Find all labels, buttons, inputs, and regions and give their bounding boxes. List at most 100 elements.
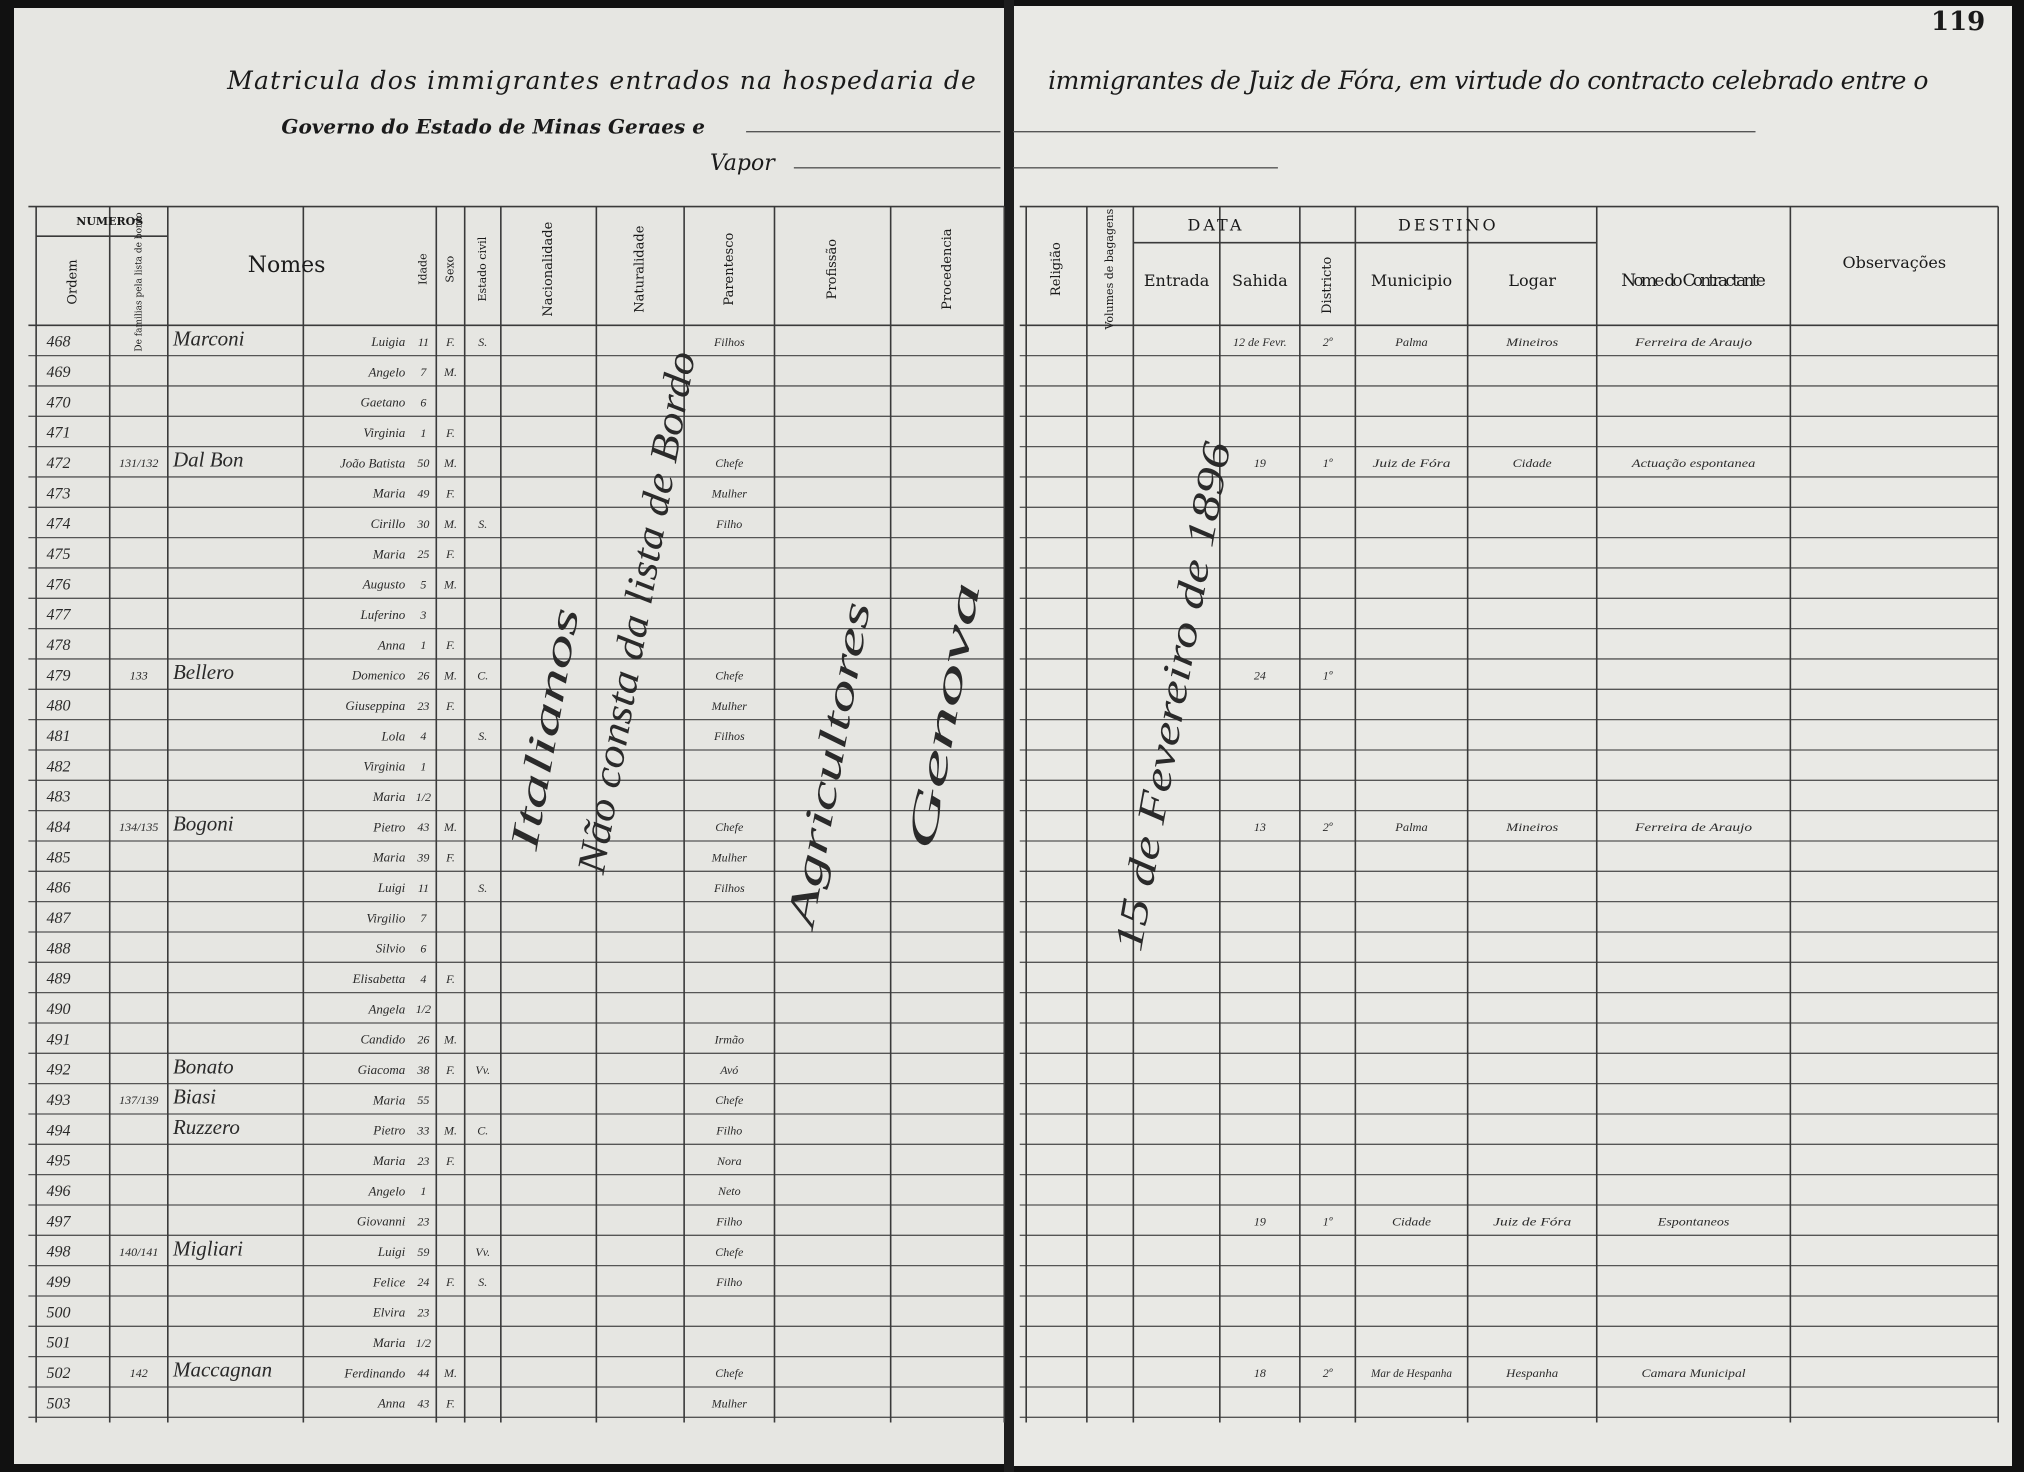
- entry-name: Luigi: [377, 880, 406, 895]
- entry-estado: Vv.: [475, 1245, 490, 1259]
- entry-municipio: Cidade: [1392, 1214, 1432, 1228]
- entry-idade: 11: [418, 335, 429, 349]
- entry-number: 482: [46, 758, 70, 775]
- entry-number: 502: [46, 1365, 70, 1382]
- column-header: Nome do Contractante: [1621, 271, 1766, 291]
- entry-name: Felice: [372, 1274, 406, 1289]
- entry-parentesco: Filhos: [713, 729, 745, 743]
- entry-idade: 6: [420, 395, 426, 409]
- entry-number: 491: [46, 1031, 70, 1048]
- entry-municipio: Juiz de Fóra: [1373, 456, 1451, 470]
- vapor-label: Vapor: [710, 151, 776, 176]
- entry-estado: S.: [478, 881, 487, 895]
- entry-number: 468: [46, 334, 70, 351]
- entry-name: Virginia: [363, 425, 405, 440]
- entry-parentesco: Chefe: [715, 668, 744, 682]
- entry-sexo: F.: [445, 699, 455, 713]
- column-header: Ordem: [65, 259, 80, 304]
- entry-familia: 140/141: [119, 1245, 158, 1259]
- column-header: De familias pela lista de bordo: [134, 212, 144, 351]
- entry-number: 471: [46, 425, 70, 442]
- column-header: Entrada: [1144, 271, 1210, 290]
- entry-municipio: Mar de Hespanha: [1370, 1366, 1452, 1380]
- column-header: Procedencia: [940, 228, 955, 310]
- column-header: Sahida: [1232, 271, 1288, 290]
- entry-number: 476: [46, 576, 70, 593]
- entry-surname: Bogoni: [173, 812, 234, 836]
- entry-parentesco: Mulher: [711, 850, 748, 864]
- right-leaf: [1012, 6, 2012, 1466]
- entry-idade: 43: [417, 820, 429, 834]
- entry-parentesco: Filhos: [713, 881, 745, 895]
- entry-idade: 1: [420, 638, 426, 652]
- entry-number: 473: [46, 485, 70, 502]
- entry-municipio: Palma: [1394, 820, 1428, 834]
- entry-idade: 30: [416, 517, 429, 531]
- page-number: 119: [1931, 7, 1985, 37]
- entry-number: 470: [46, 394, 70, 411]
- column-header: Logar: [1508, 271, 1556, 290]
- entry-name: Elvira: [372, 1305, 406, 1320]
- entry-idade: 5: [420, 577, 426, 591]
- entry-idade: 24: [417, 1275, 429, 1289]
- entry-name: Maria: [372, 1335, 406, 1350]
- entry-name: Maria: [372, 789, 406, 804]
- entry-parentesco: Chefe: [715, 456, 744, 470]
- column-header: Nomes: [248, 253, 326, 278]
- entry-sexo: M.: [443, 456, 457, 470]
- entry-parentesco: Irmão: [714, 1032, 744, 1046]
- column-header: Districto: [1320, 257, 1335, 314]
- column-header: Nacionalidade: [541, 221, 556, 316]
- entry-idade: 39: [416, 850, 429, 864]
- entry-name: Giovanni: [357, 1214, 406, 1229]
- entry-name: Maria: [372, 486, 406, 501]
- entry-familia: 131/132: [119, 456, 158, 470]
- entry-number: 500: [46, 1304, 70, 1321]
- entry-parentesco: Chefe: [715, 1093, 744, 1107]
- entry-surname: Dal Bon: [172, 448, 244, 472]
- entry-surname: Maccagnan: [172, 1358, 272, 1382]
- entry-number: 475: [46, 546, 70, 563]
- entry-sexo: M.: [443, 1032, 457, 1046]
- entry-idade: 26: [417, 1032, 429, 1046]
- entry-sahida: 18: [1254, 1366, 1266, 1380]
- entry-logar: Cidade: [1513, 456, 1553, 470]
- entry-number: 484: [46, 819, 70, 836]
- entry-surname: Bonato: [173, 1054, 234, 1078]
- entry-name: Maria: [372, 1092, 406, 1107]
- entry-sahida: 13: [1254, 820, 1266, 834]
- entry-name: Angela: [367, 1001, 405, 1016]
- entry-estado: S.: [478, 729, 487, 743]
- entry-parentesco: Filho: [715, 1214, 742, 1228]
- entry-sexo: F.: [445, 547, 455, 561]
- entry-sexo: M.: [443, 668, 457, 682]
- entry-familia: 137/139: [119, 1093, 158, 1107]
- entry-idade: 1/2: [416, 1002, 431, 1016]
- entry-number: 477: [46, 607, 71, 624]
- entry-number: 483: [46, 789, 70, 806]
- entry-logar: Hespanha: [1505, 1366, 1558, 1380]
- entry-idade: 23: [417, 699, 429, 713]
- entry-name: Anna: [377, 637, 406, 652]
- entry-name: Ferdinando: [343, 1365, 405, 1380]
- entry-name: Maria: [372, 546, 406, 561]
- entry-number: 490: [46, 1001, 70, 1018]
- title-right: immigrantes de Juiz de Fóra, em virtude …: [1048, 66, 1928, 95]
- entry-estado: S.: [478, 517, 487, 531]
- entry-number: 485: [46, 849, 70, 866]
- entry-idade: 43: [417, 1396, 429, 1410]
- entry-sexo: F.: [445, 850, 455, 864]
- entry-sexo: F.: [445, 1154, 455, 1168]
- entry-districto: 1º: [1323, 1214, 1333, 1228]
- entry-sexo: M.: [443, 577, 457, 591]
- entry-name: Candido: [361, 1032, 406, 1047]
- entry-name: Angelo: [367, 364, 405, 379]
- entry-surname: Marconi: [172, 326, 245, 350]
- entry-name: Lola: [380, 728, 405, 743]
- entry-number: 501: [46, 1335, 70, 1352]
- entry-name: Giuseppina: [345, 698, 405, 713]
- entry-name: Luigi: [377, 1244, 406, 1259]
- entry-name: Pietro: [372, 819, 406, 834]
- entry-name: Gaetano: [361, 395, 406, 410]
